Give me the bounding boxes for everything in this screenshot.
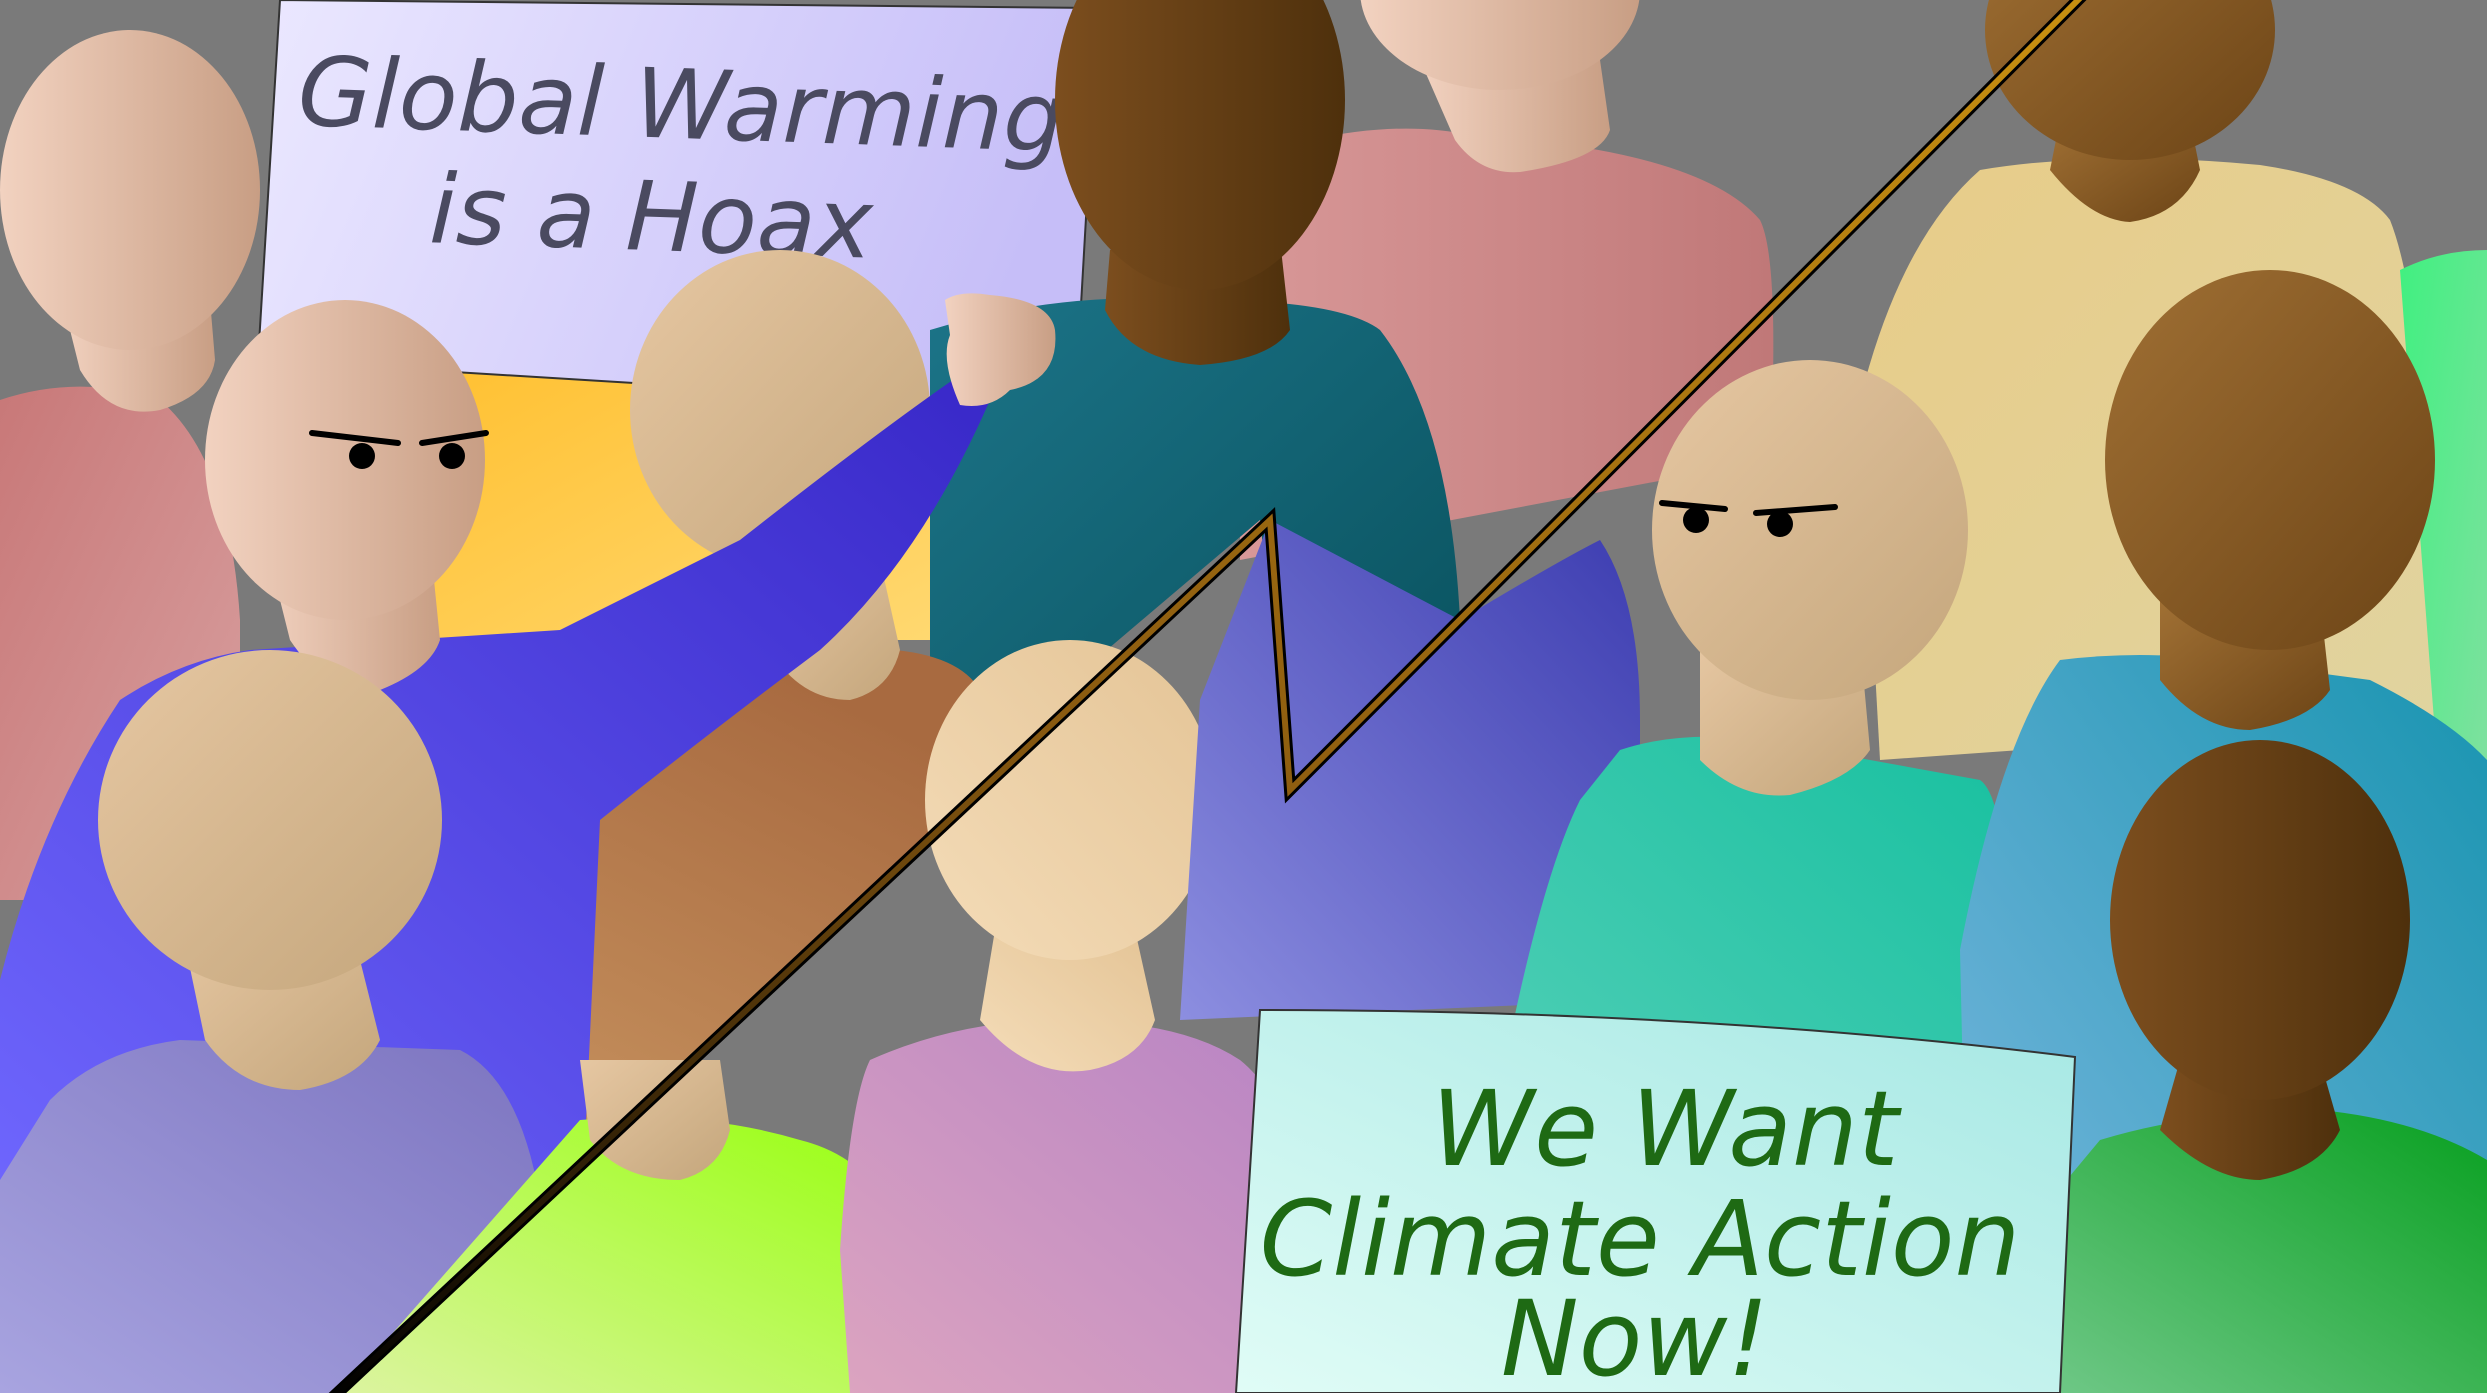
person-front-left-lavender (0, 650, 540, 1393)
sign-left-line1: Global Warming (296, 36, 1066, 175)
divider-line (328, 0, 2087, 1393)
angry-face (205, 300, 485, 620)
sign-right-line1: We Want (1431, 1068, 1902, 1190)
sign-right-board (1234, 1008, 2077, 1393)
person-periwinkle-shirt (1180, 520, 1640, 1020)
angry-eye-right (439, 443, 465, 469)
angry-eye-right-right (1767, 511, 1793, 537)
sign-right-line2: Climate Action (1260, 1178, 2021, 1300)
person-mauve-shirt (840, 640, 1300, 1393)
angry-eye-left (349, 443, 375, 469)
angry-brow-right-right (1753, 504, 1838, 516)
sign-right: We Want Climate Action Now! (1234, 1008, 2077, 1393)
sign-right-line3: Now! (1501, 1278, 1769, 1393)
person-lime-shirt (340, 1060, 900, 1393)
angry-face-right (1652, 360, 1968, 700)
person-green-shirt (2040, 740, 2487, 1393)
angry-eye-right-left (1683, 507, 1709, 533)
angry-brow-right (419, 430, 489, 446)
angry-brow-right-left (1659, 500, 1728, 512)
angry-brow-left (309, 430, 401, 446)
